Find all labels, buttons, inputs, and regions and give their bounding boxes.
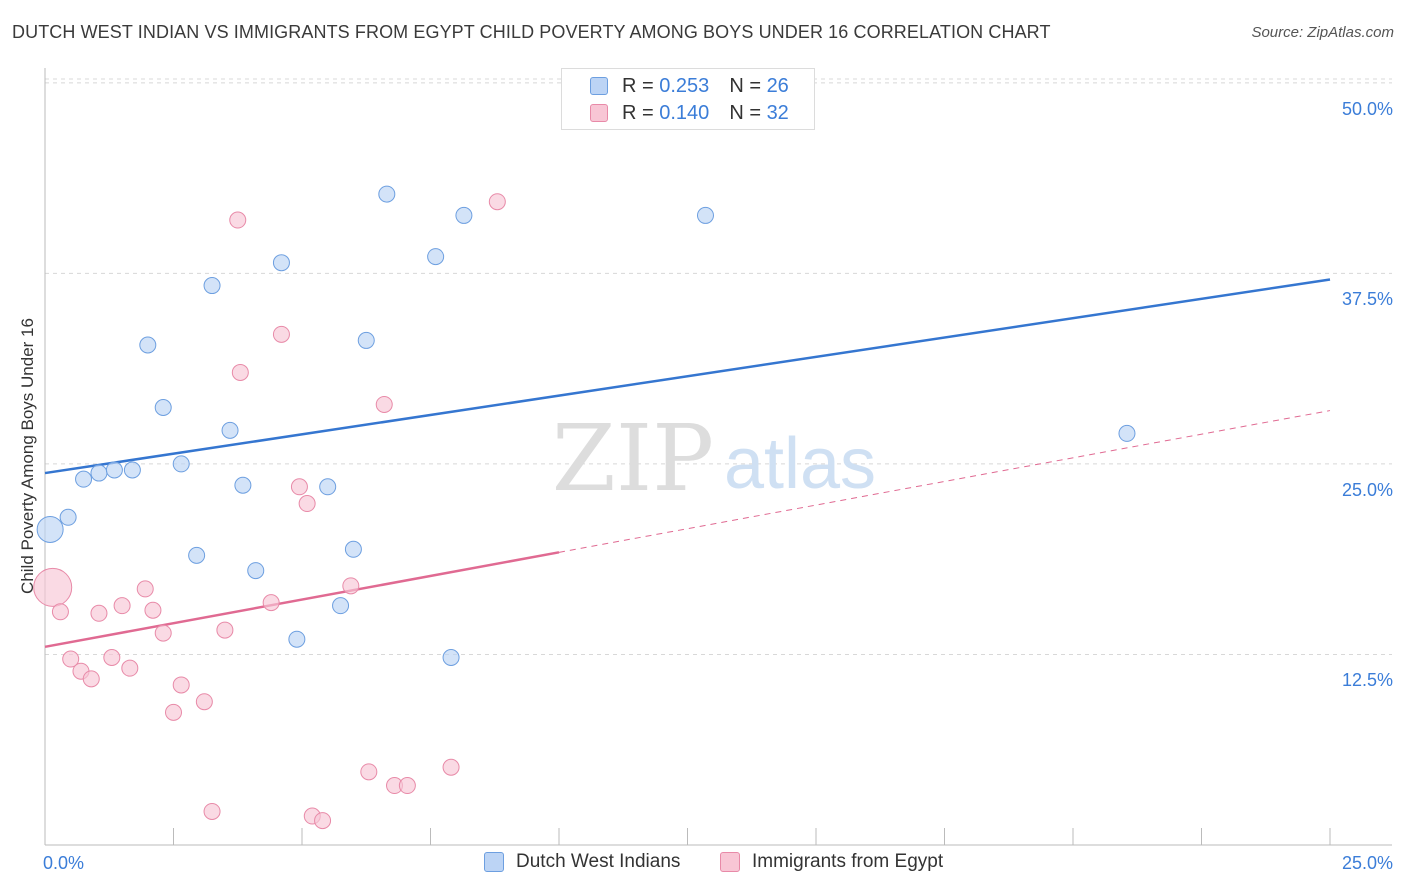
point-egypt: [154, 624, 172, 642]
point-egypt: [172, 676, 190, 694]
chart-title: DUTCH WEST INDIAN VS IMMIGRANTS FROM EGY…: [12, 22, 1051, 42]
r-label: R =: [622, 74, 654, 97]
point-dutch: [247, 562, 265, 580]
point-egypt: [51, 603, 69, 621]
point-egypt: [262, 594, 280, 612]
point-egypt: [398, 777, 416, 795]
point-dutch: [188, 546, 206, 564]
point-dutch: [272, 254, 290, 272]
legend-row-egypt: R = 0.140 N = 32: [562, 100, 789, 126]
legend-item-dutch[interactable]: Dutch West Indians: [484, 851, 680, 873]
point-egypt: [298, 495, 316, 513]
x-tick-label: 0.0%: [43, 853, 85, 873]
point-egypt: [113, 597, 131, 615]
point-dutch: [442, 649, 460, 667]
point-egypt: [231, 363, 249, 381]
r-value: 0.140: [659, 101, 710, 124]
r-value: 0.253: [659, 74, 710, 97]
watermark-atlas: atlas: [724, 424, 876, 504]
trend-line-egypt-projection: [558, 410, 1331, 553]
y-tick-label: 25.0%: [1341, 479, 1393, 500]
point-egypt: [290, 478, 308, 496]
point-dutch: [90, 464, 108, 482]
source-credit: Source: ZipAtlas.com: [1251, 24, 1394, 41]
point-egypt: [488, 193, 506, 211]
x-tick-label: 25.0%: [1341, 853, 1393, 873]
watermark-zip: ZIP: [552, 405, 714, 512]
point-egypt: [90, 604, 108, 622]
y-tick-label: 50.0%: [1341, 98, 1393, 119]
watermark: ZIP atlas: [552, 405, 876, 512]
legend-swatch-blue: [484, 852, 504, 872]
legend-item-egypt[interactable]: Immigrants from Egypt: [720, 851, 943, 873]
point-dutch: [427, 248, 445, 266]
point-egypt: [442, 758, 460, 776]
legend-label: Dutch West Indians: [516, 851, 681, 872]
point-dutch: [105, 461, 123, 479]
point-dutch: [378, 185, 396, 203]
point-dutch: [455, 206, 473, 224]
point-dutch: [319, 478, 337, 496]
legend-swatch-blue: [590, 77, 608, 95]
point-dutch: [1118, 424, 1136, 442]
point-dutch: [139, 336, 157, 354]
point-egypt: [62, 650, 80, 668]
point-dutch: [221, 421, 239, 439]
point-egypt: [165, 703, 182, 721]
point-egypt: [342, 577, 360, 595]
trend-line-dutch: [44, 278, 1331, 475]
grid-lines: [45, 78, 1392, 655]
legend-swatch-pink: [590, 104, 608, 122]
point-egypt: [272, 325, 290, 343]
y-tick-label: 37.5%: [1341, 289, 1393, 310]
point-dutch: [36, 515, 64, 543]
point-dutch: [203, 277, 221, 295]
point-egypt: [360, 763, 378, 781]
legend-label: Immigrants from Egypt: [752, 851, 944, 872]
n-label: N =: [729, 101, 761, 124]
y-axis-label: Child Poverty Among Boys Under 16: [18, 318, 37, 594]
point-egypt: [229, 211, 247, 229]
point-dutch: [696, 206, 714, 224]
trend-line-egypt: [44, 551, 560, 649]
n-value: 32: [766, 101, 789, 124]
legend-swatch-pink: [720, 852, 740, 872]
legend-row-dutch: R = 0.253 N = 26: [562, 73, 789, 99]
trend-lines: [44, 278, 1331, 649]
data-points: [33, 185, 1136, 830]
y-tick-label: 12.5%: [1341, 670, 1393, 691]
point-egypt: [144, 601, 162, 619]
point-egypt: [203, 802, 221, 820]
r-label: R =: [622, 101, 654, 124]
point-dutch: [123, 461, 141, 479]
series-legend: Dutch West Indians Immigrants from Egypt: [0, 851, 1406, 877]
point-egypt: [121, 659, 139, 677]
point-dutch: [154, 399, 172, 417]
correlation-legend: R = 0.253 N = 26 R = 0.140 N = 32: [561, 68, 815, 130]
point-dutch: [59, 508, 77, 526]
point-dutch: [288, 630, 306, 648]
point-egypt: [195, 693, 213, 711]
point-dutch: [75, 470, 93, 488]
point-dutch: [332, 597, 350, 615]
point-egypt: [82, 670, 100, 688]
point-egypt: [103, 649, 121, 667]
point-dutch: [344, 540, 362, 558]
n-value: 26: [766, 74, 789, 97]
axes: [44, 68, 1392, 846]
n-label: N =: [729, 74, 761, 97]
point-egypt: [33, 567, 73, 607]
point-dutch: [357, 331, 375, 349]
point-dutch: [234, 476, 252, 494]
point-egypt: [375, 395, 393, 413]
point-egypt: [314, 812, 332, 830]
point-dutch: [172, 455, 190, 473]
point-egypt: [216, 621, 234, 639]
point-egypt: [136, 580, 154, 598]
